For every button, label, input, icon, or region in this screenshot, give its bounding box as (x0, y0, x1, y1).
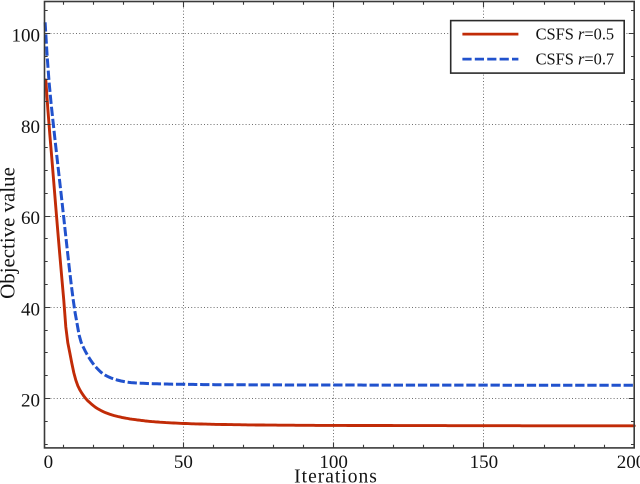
svg-text:CSFS r=0.7: CSFS r=0.7 (536, 50, 615, 69)
svg-text:CSFS r=0.5: CSFS r=0.5 (536, 25, 615, 44)
svg-text:100: 100 (12, 26, 41, 47)
svg-text:150: 150 (470, 452, 499, 473)
svg-text:50: 50 (174, 452, 193, 473)
svg-text:0: 0 (44, 452, 54, 473)
svg-text:60: 60 (21, 208, 40, 229)
svg-text:40: 40 (21, 299, 40, 320)
svg-text:80: 80 (21, 117, 40, 138)
svg-text:100: 100 (319, 452, 348, 473)
svg-text:Objective value: Objective value (0, 167, 19, 299)
svg-text:200: 200 (617, 452, 640, 473)
svg-text:20: 20 (21, 391, 40, 412)
svg-text:Iterations: Iterations (294, 467, 378, 484)
